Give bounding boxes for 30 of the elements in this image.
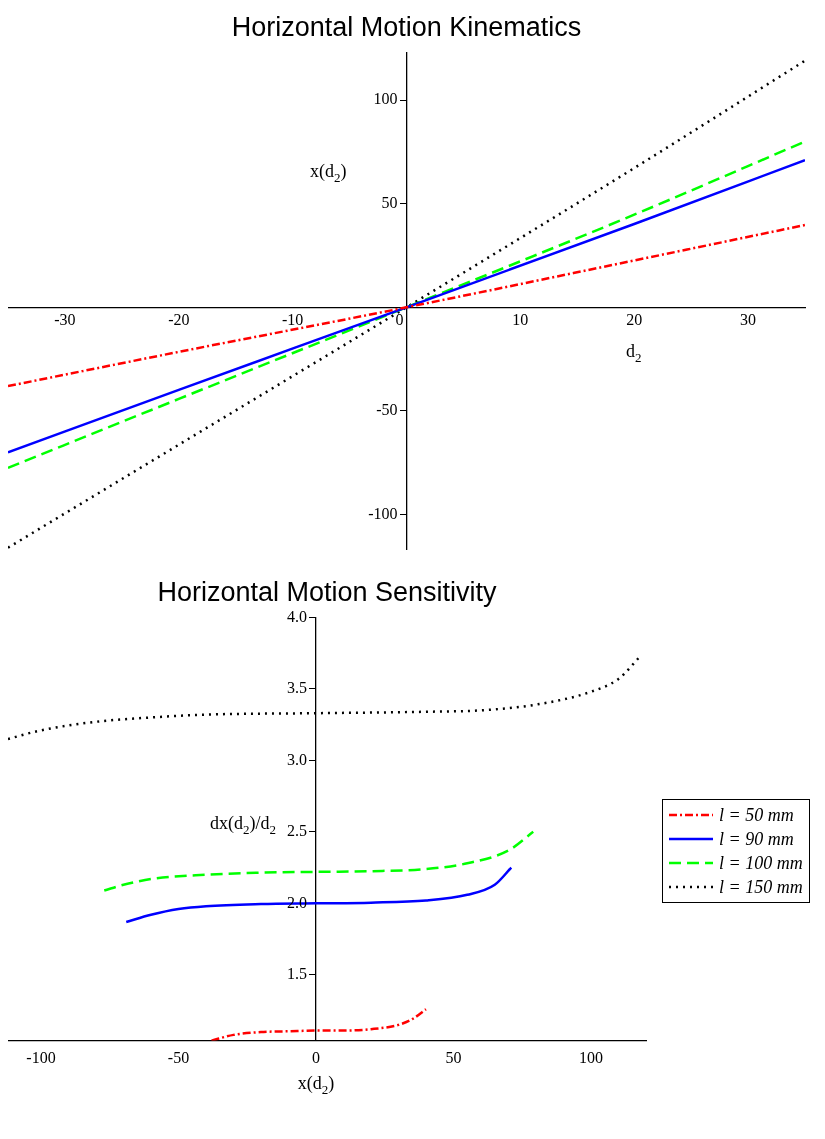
- y-tick-label: 1.5: [287, 965, 307, 983]
- x-tick-label: 0: [312, 1048, 320, 1066]
- x-tick-label: 0: [395, 310, 404, 328]
- x-tick-label: 20: [626, 310, 643, 328]
- y-tick-label: -100: [368, 504, 398, 522]
- x-tick-label: 100: [579, 1048, 603, 1066]
- line-series: [125, 866, 513, 924]
- y-tick-label: 3.0: [287, 750, 307, 768]
- y-tick-label: 4.0: [287, 607, 307, 625]
- line-series: [210, 1007, 428, 1041]
- line-series: [8, 223, 805, 388]
- x-tick-label: -50: [167, 1048, 190, 1066]
- x-tick-label: -20: [168, 310, 190, 328]
- legend-label: l = 150 mm: [719, 875, 803, 899]
- y-tick-label: 100: [373, 90, 398, 108]
- x-tick-label: -10: [281, 310, 304, 328]
- x-tick-label: -100: [26, 1048, 56, 1066]
- y-tick-label: -50: [376, 401, 398, 419]
- x-tick-label: 10: [512, 310, 529, 328]
- x-tick-label: 30: [740, 310, 757, 328]
- legend-label: l = 100 mm: [719, 851, 803, 875]
- y-tick-label: 2.5: [287, 822, 307, 840]
- y-tick-label: 50: [381, 193, 398, 211]
- x-tick-label: -30: [54, 310, 76, 328]
- x-tick-label: 50: [445, 1048, 462, 1066]
- legend-label: l = 90 mm: [719, 827, 794, 851]
- chart-title: Horizontal Motion Sensitivity: [157, 576, 498, 607]
- legend-label: l = 50 mm: [719, 803, 794, 827]
- y-tick-label: 3.5: [287, 679, 307, 697]
- chart-title: Horizontal Motion Kinematics: [231, 11, 582, 42]
